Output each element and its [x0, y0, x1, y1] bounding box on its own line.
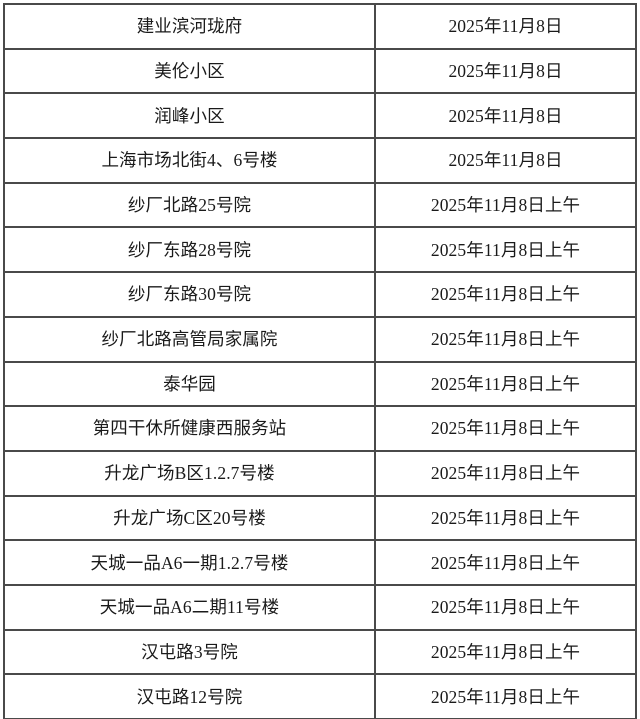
table-row: 泰华园 2025年11月8日上午 [3, 360, 637, 408]
cell-date: 2025年11月8日上午 [374, 181, 637, 229]
cell-date: 2025年11月8日上午 [374, 315, 637, 363]
cell-location: 第四干休所健康西服务站 [3, 405, 376, 452]
table-row: 升龙广场B区1.2.7号楼 2025年11月8日上午 [3, 449, 637, 497]
cell-date: 2025年11月8日上午 [374, 494, 637, 542]
table-row: 第四干休所健康西服务站 2025年11月8日上午 [3, 405, 637, 452]
table-body: 建业滨河珑府 2025年11月8日 美伦小区 2025年11月8日 润峰小区 2025年1… [3, 3, 637, 719]
schedule-table: 建业滨河珑府 2025年11月8日 美伦小区 2025年11月8日 润峰小区 2025年1… [3, 3, 637, 719]
cell-date: 2025年11月8日上午 [374, 226, 637, 274]
cell-date: 2025年11月8日 [374, 137, 637, 184]
cell-location: 纱厂北路高管局家属院 [3, 315, 376, 363]
cell-location: 泰华园 [3, 360, 376, 408]
table-row: 天城一品A6二期11号楼 2025年11月8日上午 [3, 583, 637, 631]
cell-date: 2025年11月8日上午 [374, 405, 637, 452]
table-row: 建业滨河珑府 2025年11月8日 [3, 3, 637, 50]
cell-date: 2025年11月8日上午 [374, 673, 637, 719]
table-row: 纱厂北路高管局家属院 2025年11月8日上午 [3, 315, 637, 363]
table-row: 润峰小区 2025年11月8日 [3, 92, 637, 140]
table-row: 汉屯路3号院 2025年11月8日上午 [3, 628, 637, 676]
cell-location: 纱厂北路25号院 [3, 181, 376, 229]
cell-location: 美伦小区 [3, 47, 376, 95]
cell-location: 天城一品A6一期1.2.7号楼 [3, 539, 376, 586]
cell-location: 升龙广场C区20号楼 [3, 494, 376, 542]
cell-date: 2025年11月8日 [374, 92, 637, 140]
cell-date: 2025年11月8日 [374, 47, 637, 95]
table-row: 天城一品A6一期1.2.7号楼 2025年11月8日上午 [3, 539, 637, 586]
table-row: 纱厂东路30号院 2025年11月8日上午 [3, 271, 637, 318]
cell-location: 建业滨河珑府 [3, 3, 376, 50]
cell-location: 纱厂东路28号院 [3, 226, 376, 274]
cell-date: 2025年11月8日上午 [374, 449, 637, 497]
cell-location: 上海市场北街4、6号楼 [3, 137, 376, 184]
table-row: 升龙广场C区20号楼 2025年11月8日上午 [3, 494, 637, 542]
cell-date: 2025年11月8日 [374, 3, 637, 50]
cell-location: 纱厂东路30号院 [3, 271, 376, 318]
cell-location: 润峰小区 [3, 92, 376, 140]
table-row: 纱厂东路28号院 2025年11月8日上午 [3, 226, 637, 274]
table-row: 纱厂北路25号院 2025年11月8日上午 [3, 181, 637, 229]
table-row: 汉屯路12号院 2025年11月8日上午 [3, 673, 637, 719]
cell-location: 升龙广场B区1.2.7号楼 [3, 449, 376, 497]
table-row: 上海市场北街4、6号楼 2025年11月8日 [3, 137, 637, 184]
cell-date: 2025年11月8日上午 [374, 271, 637, 318]
cell-date: 2025年11月8日上午 [374, 583, 637, 631]
cell-location: 汉屯路3号院 [3, 628, 376, 676]
table-row: 美伦小区 2025年11月8日 [3, 47, 637, 95]
cell-location: 汉屯路12号院 [3, 673, 376, 719]
cell-date: 2025年11月8日上午 [374, 539, 637, 586]
cell-date: 2025年11月8日上午 [374, 628, 637, 676]
cell-location: 天城一品A6二期11号楼 [3, 583, 376, 631]
cell-date: 2025年11月8日上午 [374, 360, 637, 408]
